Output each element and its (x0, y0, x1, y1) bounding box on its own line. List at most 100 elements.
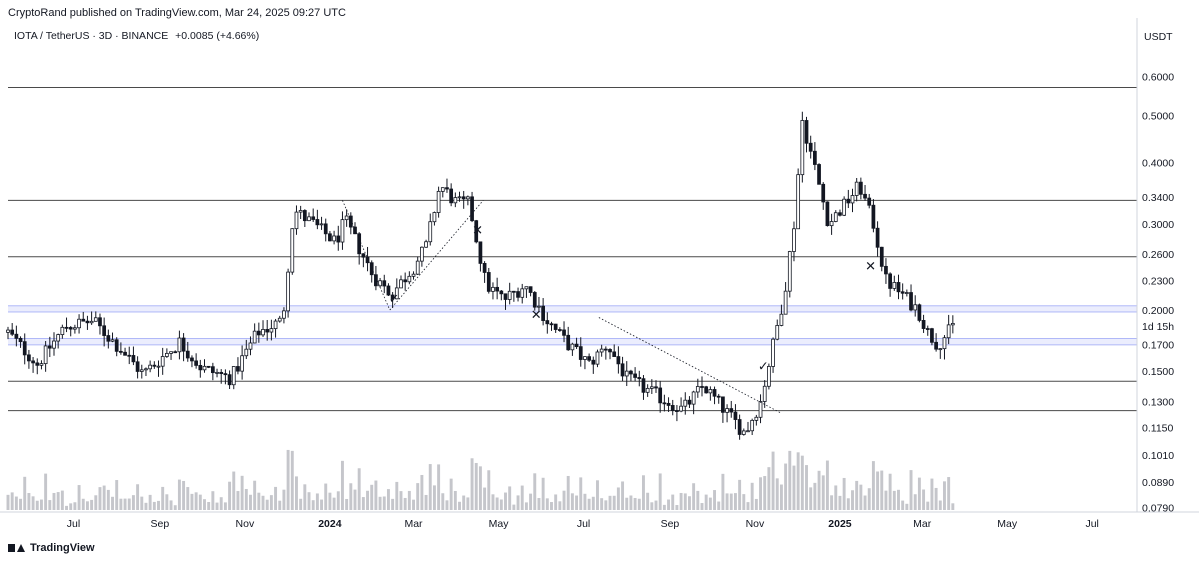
candle-body-171[interactable] (721, 396, 725, 413)
candle-body-137[interactable] (578, 346, 583, 360)
candle-body-149[interactable] (629, 370, 633, 375)
candle-body-62[interactable] (265, 329, 270, 333)
candle-body-70[interactable] (298, 210, 303, 213)
candle-body-101[interactable] (428, 221, 433, 243)
candle-body-1[interactable] (10, 329, 15, 335)
candle-body-147[interactable] (620, 363, 625, 377)
candle-body-128[interactable] (541, 305, 545, 321)
candle-body-63[interactable] (269, 328, 274, 333)
candle-body-15[interactable] (68, 327, 73, 330)
candle-body-90[interactable] (382, 280, 387, 287)
candle-body-18[interactable] (81, 318, 86, 322)
candle-body-219[interactable] (921, 320, 926, 329)
candle-body-220[interactable] (925, 328, 930, 330)
candle-body-78[interactable] (332, 235, 336, 242)
candle-body-182[interactable] (767, 366, 771, 387)
trendline-1[interactable] (389, 200, 484, 311)
candle-body-71[interactable] (302, 210, 307, 222)
candle-body-81[interactable] (344, 215, 349, 221)
candle-body-139[interactable] (587, 356, 591, 361)
candle-body-124[interactable] (524, 286, 529, 290)
candle-body-208[interactable] (875, 227, 880, 248)
candle-body-177[interactable] (746, 430, 750, 433)
candle-body-98[interactable] (415, 260, 420, 275)
candle-body-123[interactable] (520, 288, 525, 298)
candle-body-218[interactable] (917, 304, 922, 321)
candle-body-175[interactable] (737, 419, 742, 435)
candle-body-201[interactable] (846, 198, 851, 204)
candle-body-95[interactable] (403, 279, 408, 283)
candle-body-61[interactable] (261, 329, 265, 336)
candle-body-146[interactable] (616, 356, 621, 365)
candle-body-42[interactable] (181, 337, 186, 352)
candle-body-43[interactable] (185, 350, 190, 359)
candle-body-74[interactable] (315, 219, 320, 226)
candle-body-44[interactable] (190, 357, 194, 362)
candle-body-181[interactable] (762, 385, 767, 402)
candle-body-31[interactable] (135, 361, 140, 372)
candle-body-30[interactable] (131, 355, 136, 363)
candle-body-144[interactable] (608, 349, 612, 353)
candle-body-0[interactable] (6, 329, 10, 333)
candle-body-183[interactable] (771, 338, 775, 367)
candle-body-64[interactable] (273, 320, 278, 330)
candle-body-192[interactable] (808, 142, 813, 152)
candle-body-107[interactable] (453, 197, 458, 204)
candle-body-170[interactable] (716, 395, 721, 398)
candle-body-108[interactable] (457, 196, 462, 199)
candle-body-21[interactable] (93, 317, 98, 322)
candle-body-205[interactable] (863, 193, 867, 199)
candle-body-200[interactable] (842, 198, 847, 216)
candle-body-67[interactable] (286, 271, 290, 312)
candle-body-210[interactable] (884, 265, 888, 275)
candle-body-187[interactable] (787, 251, 792, 292)
candle-body-148[interactable] (624, 370, 629, 377)
candle-body-209[interactable] (879, 246, 884, 267)
candle-body-134[interactable] (566, 334, 571, 351)
candle-body-172[interactable] (725, 408, 729, 413)
candle-body-160[interactable] (675, 410, 679, 412)
candle-body-206[interactable] (867, 197, 872, 206)
candle-body-169[interactable] (712, 389, 717, 397)
trendline-2[interactable] (598, 317, 782, 414)
candle-body-174[interactable] (733, 411, 738, 420)
candle-body-52[interactable] (223, 373, 228, 376)
candle-body-188[interactable] (792, 228, 796, 252)
candle-body-7[interactable] (35, 362, 40, 366)
candle-body-32[interactable] (139, 369, 144, 372)
candle-body-69[interactable] (294, 211, 299, 230)
tradingview-logo[interactable]: TradingView (8, 542, 95, 554)
candle-body-141[interactable] (595, 351, 600, 365)
candle-body-155[interactable] (654, 386, 658, 389)
candle-body-158[interactable] (666, 402, 671, 406)
candle-body-96[interactable] (407, 275, 412, 283)
candle-body-85[interactable] (361, 253, 366, 258)
candle-body-36[interactable] (156, 365, 161, 368)
candle-body-140[interactable] (591, 359, 596, 365)
candle-body-131[interactable] (553, 323, 558, 330)
candle-body-127[interactable] (537, 305, 541, 308)
candle-body-132[interactable] (557, 329, 562, 331)
candle-body-217[interactable] (913, 304, 918, 311)
candle-body-196[interactable] (825, 201, 830, 227)
candle-body-83[interactable] (353, 226, 357, 235)
candle-body-13[interactable] (60, 326, 65, 336)
candle-body-180[interactable] (758, 401, 763, 418)
candle-body-221[interactable] (930, 328, 934, 343)
candle-body-89[interactable] (378, 280, 382, 287)
candle-body-154[interactable] (649, 386, 654, 389)
candle-body-166[interactable] (700, 386, 704, 388)
candle-body-34[interactable] (148, 364, 153, 370)
candle-body-129[interactable] (545, 320, 550, 325)
candle-body-72[interactable] (307, 216, 311, 222)
candle-body-153[interactable] (645, 387, 650, 393)
candle-body-12[interactable] (56, 334, 61, 342)
candle-body-73[interactable] (311, 216, 316, 220)
candle-body-109[interactable] (461, 196, 466, 200)
candle-body-27[interactable] (119, 350, 123, 353)
candle-body-222[interactable] (934, 341, 938, 350)
candle-body-168[interactable] (708, 389, 713, 394)
candle-body-214[interactable] (900, 291, 905, 294)
candle-body-161[interactable] (679, 405, 683, 412)
